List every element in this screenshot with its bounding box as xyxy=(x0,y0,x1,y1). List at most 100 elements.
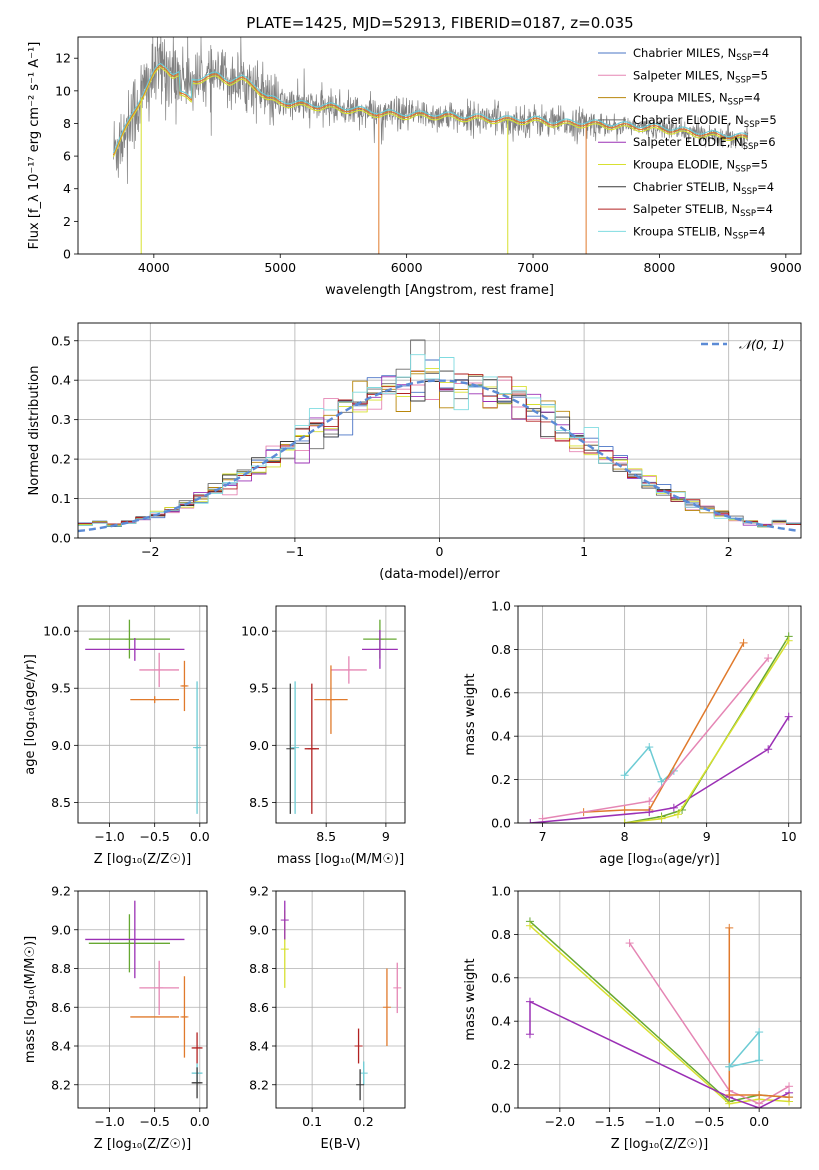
y-tick-label: 8.5 xyxy=(249,795,269,810)
errorbar-point xyxy=(304,683,319,814)
legend-suffix: =6 xyxy=(759,135,776,149)
legend-suffix: =5 xyxy=(751,158,768,172)
x-tick-label: −1.0 xyxy=(644,1114,674,1129)
age_vs_mass-panel: 8.5 9 8.5 9.0 9.5 10.0 mass [log₁₀(M/M☉)] xyxy=(241,605,406,867)
y-tick-label: 0 xyxy=(63,247,71,262)
mass-weight-line xyxy=(583,642,745,813)
y-tick-label: 9.2 xyxy=(51,884,71,899)
x-tick-label: −0.5 xyxy=(139,829,169,844)
x-tick-label: 0.0 xyxy=(190,829,210,844)
x-tick-label: −2.0 xyxy=(545,1114,575,1129)
errorbar-point xyxy=(130,696,180,704)
x-axis-label: mass [log₁₀(M/M☉)] xyxy=(277,852,404,867)
errorbar-point xyxy=(354,1028,363,1064)
y-tick-label: 8.2 xyxy=(249,1077,269,1092)
y-tick-label: 0.8 xyxy=(491,927,511,942)
legend-suffix: =5 xyxy=(760,113,777,127)
y-axis-label: Normed distribution xyxy=(27,366,42,496)
plot-area xyxy=(525,917,794,1108)
y-tick-label: 8.5 xyxy=(51,795,71,810)
plot-area xyxy=(78,339,801,533)
y-tick-label: 1.0 xyxy=(491,599,511,614)
errorbar-point xyxy=(286,683,295,814)
y-tick-label: 0.1 xyxy=(51,491,71,506)
y-axis-label: mass weight xyxy=(463,958,478,1040)
legend-suffix: =4 xyxy=(743,91,760,105)
legend-suffix: =4 xyxy=(756,202,773,216)
plot-area xyxy=(85,619,202,814)
y-tick-label: 0.5 xyxy=(51,333,71,348)
legend-subscript: SSP xyxy=(728,98,744,108)
y-tick-label: 9.0 xyxy=(51,922,71,937)
y-tick-label: 8 xyxy=(63,116,71,131)
y-tick-label: 0.6 xyxy=(491,685,511,700)
errorbar-point xyxy=(280,900,289,940)
legend-entry: Salpeter STELIB, NSSP=4 xyxy=(633,202,773,219)
x-tick-label: 9 xyxy=(703,829,711,844)
errorbar-point xyxy=(193,681,202,814)
residual-histogram xyxy=(78,370,801,526)
y-tick-label: 9.2 xyxy=(249,884,269,899)
x-tick-label: 0.1 xyxy=(302,1114,322,1129)
x-tick-label: 5000 xyxy=(264,260,296,275)
y-axis-label: Flux [f_λ 10⁻¹⁷ erg cm⁻² s⁻¹ A⁻¹] xyxy=(27,42,42,250)
errorbar-point xyxy=(180,976,189,1058)
y-axis-label: mass weight xyxy=(463,673,478,755)
plot-area xyxy=(112,37,749,254)
x-tick-label: −1.0 xyxy=(94,1114,124,1129)
y-tick-label: 9.5 xyxy=(249,681,269,696)
y-tick-label: 10.0 xyxy=(43,624,71,639)
legend-entry: Kroupa MILES, NSSP=4 xyxy=(633,91,760,108)
legend-suffix: =4 xyxy=(757,180,774,194)
y-tick-label: 2 xyxy=(63,214,71,229)
x-axis-label: (data-model)/error xyxy=(379,567,500,582)
grid xyxy=(276,890,405,1108)
legend-suffix: =5 xyxy=(751,68,768,82)
y-tick-label: 8.4 xyxy=(51,1039,71,1054)
errorbar-point xyxy=(191,1032,203,1064)
errorbar-point xyxy=(85,637,185,661)
legend-subscript: SSP xyxy=(735,75,751,85)
errorbar-point xyxy=(88,914,171,973)
legend-subscript: SSP xyxy=(733,231,749,241)
x-tick-label: −1.5 xyxy=(594,1114,624,1129)
figure-title: PLATE=1425, MJD=52913, FIBERID=0187, z=0… xyxy=(246,14,633,32)
model-spectrum-line xyxy=(112,62,748,154)
mass-weight-line xyxy=(624,640,790,823)
legend-entry: Chabrier MILES, NSSP=4 xyxy=(633,46,769,63)
y-tick-label: 4 xyxy=(63,181,71,196)
legend-subscript: SSP xyxy=(735,165,751,175)
y-axis-label: age [log₁₀(age/yr)] xyxy=(23,654,38,775)
errorbar-point xyxy=(291,681,300,814)
massweight_vs_Z-panel: −2.0 −1.5 −1.0 −0.5 0.0 0.0 0.2 0.4 0.6 0.8 1.0 Z [… xyxy=(463,884,802,1152)
x-tick-label: −1 xyxy=(286,544,304,559)
y-tick-label: 0.4 xyxy=(491,729,511,744)
errorbar-point xyxy=(191,1067,203,1099)
axes-frame xyxy=(517,890,802,1109)
x-tick-label: 4000 xyxy=(138,260,170,275)
legend-subscript: SSP xyxy=(743,142,759,152)
legend-entry: Chabrier ELODIE, NSSP=5 xyxy=(633,113,777,130)
mass-weight-line xyxy=(530,716,790,823)
mass_vs_EBV-panel: 0.1 0.2 8.2 8.4 8.6 8.8 9.0 9.2 E(B-V) xyxy=(249,884,406,1152)
x-tick-label: 8 xyxy=(621,829,629,844)
axes-frame xyxy=(77,605,208,824)
grid xyxy=(518,890,801,1109)
axes-frame xyxy=(77,890,208,1109)
model-spectrum-line xyxy=(112,64,748,156)
y-tick-label: 6 xyxy=(63,149,71,164)
x-tick-label: 0.0 xyxy=(749,1114,769,1129)
legend-entry: Kroupa STELIB, NSSP=4 xyxy=(633,224,765,241)
x-tick-label: 0 xyxy=(436,544,444,559)
errorbar-point xyxy=(88,619,171,659)
legend-entry: 𝒩(0, 1) xyxy=(739,337,785,352)
legend-entry: Kroupa ELODIE, NSSP=5 xyxy=(633,158,768,175)
y-tick-label: 8.8 xyxy=(51,961,71,976)
mass-weight-line xyxy=(624,746,675,783)
x-tick-label: −0.5 xyxy=(139,1114,169,1129)
y-tick-label: 8.2 xyxy=(51,1077,71,1092)
legend-subscript: SSP xyxy=(741,187,757,197)
plot-area xyxy=(280,900,402,1101)
errorbar-point xyxy=(382,968,391,1046)
mass_vs_Z-panel: −1.0 −0.5 0.0 8.2 8.4 8.6 8.8 9.0 9.2 Z [log₁₀(Z/… xyxy=(23,884,210,1153)
